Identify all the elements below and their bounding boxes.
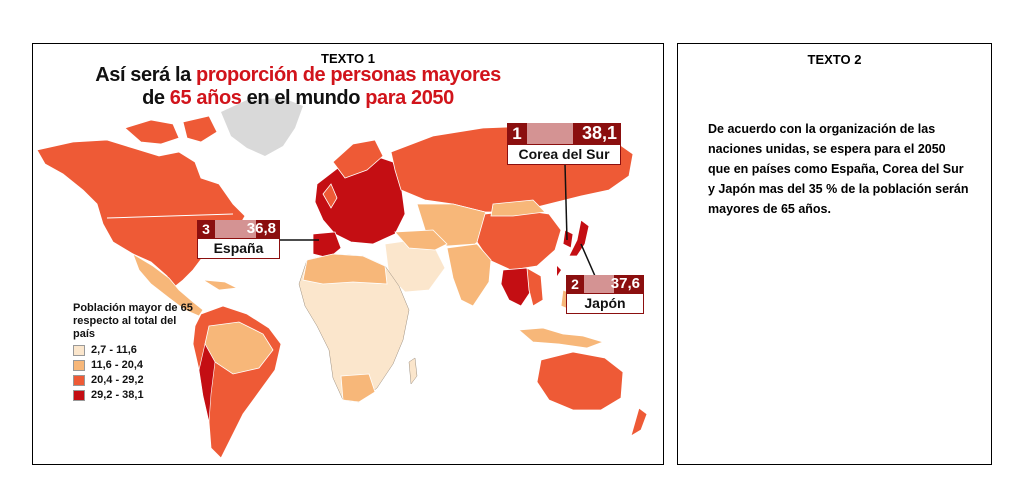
rank-bar-row: 1 38,1 xyxy=(507,123,621,144)
us-canada-border xyxy=(106,213,234,219)
scandinavia-region xyxy=(332,139,384,179)
legend-label: 29,2 - 38,1 xyxy=(91,389,144,401)
japan-region xyxy=(568,219,590,257)
headline-highlight: para 2050 xyxy=(365,87,454,109)
country-name: España xyxy=(197,238,280,259)
legend-item: 11,6 - 20,4 xyxy=(73,359,193,371)
indonesia-region xyxy=(518,327,605,349)
iberia-region xyxy=(312,231,342,259)
rank-number: 1 xyxy=(507,123,527,144)
caribbean-region xyxy=(202,279,239,291)
turkey-iran-region xyxy=(394,229,448,251)
rank-number: 3 xyxy=(197,220,215,238)
madagascar-region xyxy=(408,357,418,385)
country-name: Japón xyxy=(566,293,644,314)
rank-number: 2 xyxy=(566,275,584,293)
arctic-islands xyxy=(124,119,180,145)
greenland-region xyxy=(221,98,303,156)
rank-bar-fill xyxy=(256,220,280,238)
north-africa-region xyxy=(302,253,388,285)
legend-item: 20,4 - 29,2 xyxy=(73,374,193,386)
rank-bar-row: 2 37,6 xyxy=(566,275,644,293)
map-legend: Población mayor de 65 respecto al total … xyxy=(73,302,193,401)
rank-value: 36,8 xyxy=(246,220,276,237)
legend-swatch xyxy=(73,389,85,401)
legend-swatch xyxy=(73,359,85,371)
andes-strip xyxy=(198,343,216,423)
legend-item: 29,2 - 38,1 xyxy=(73,389,193,401)
texto1-label: TEXTO 1 xyxy=(321,51,375,66)
legend-label: 2,7 - 11,6 xyxy=(91,344,137,356)
rank-bar: 36,8 xyxy=(215,220,280,238)
rank-value: 38,1 xyxy=(581,123,617,143)
south-asia-region xyxy=(446,243,492,307)
world-map xyxy=(36,98,648,459)
texto2-label: TEXTO 2 xyxy=(807,52,862,67)
rank-bar: 38,1 xyxy=(527,123,621,144)
headline-part: de xyxy=(142,87,170,109)
rank-value: 37,6 xyxy=(610,275,640,292)
korea-leader-line xyxy=(564,163,568,241)
korea-region xyxy=(562,229,574,249)
uk-region xyxy=(322,183,338,209)
legend-item: 2,7 - 11,6 xyxy=(73,344,193,356)
country-name: Corea del Sur xyxy=(507,144,621,165)
headline-highlight: 65 años xyxy=(169,87,242,109)
new-zealand-region xyxy=(630,407,648,437)
rank-bar-fill xyxy=(614,275,644,293)
headline-part: en el mundo xyxy=(241,87,366,109)
japan-leader-line xyxy=(580,243,596,277)
texto2-body: De acuerdo con la organización de las na… xyxy=(708,122,969,216)
texto2-panel: TEXTO 2 De acuerdo con la organización d… xyxy=(677,43,992,465)
legend-title: Población mayor de 65 respecto al total … xyxy=(73,302,193,340)
australia-region xyxy=(536,351,624,411)
headline-highlight: proporción de personas mayores xyxy=(196,64,501,86)
rank-bar-row: 3 36,8 xyxy=(197,220,280,238)
mongolia-region xyxy=(490,199,546,217)
arctic-islands-2 xyxy=(182,115,218,143)
legend-label: 20,4 - 29,2 xyxy=(91,374,144,386)
rank-bar: 37,6 xyxy=(584,275,644,293)
legend-swatch xyxy=(73,374,85,386)
callout-korea: 1 38,1 Corea del Sur xyxy=(507,123,621,165)
legend-label: 11,6 - 20,4 xyxy=(91,359,143,371)
taiwan-region xyxy=(557,266,561,276)
headline-part: Así será la xyxy=(95,64,197,86)
texto1-panel: TEXTO 1 Así será la proporción de person… xyxy=(32,43,664,465)
mexico-region xyxy=(132,253,204,317)
indochina-region xyxy=(526,267,544,307)
legend-swatch xyxy=(73,344,85,356)
southern-africa-region xyxy=(340,373,376,403)
rank-bar-fill xyxy=(573,123,621,144)
callout-spain: 3 36,8 España xyxy=(197,220,280,259)
callout-japan: 2 37,6 Japón xyxy=(566,275,644,314)
map-headline: Así será la proporción de personas mayor… xyxy=(88,64,508,110)
